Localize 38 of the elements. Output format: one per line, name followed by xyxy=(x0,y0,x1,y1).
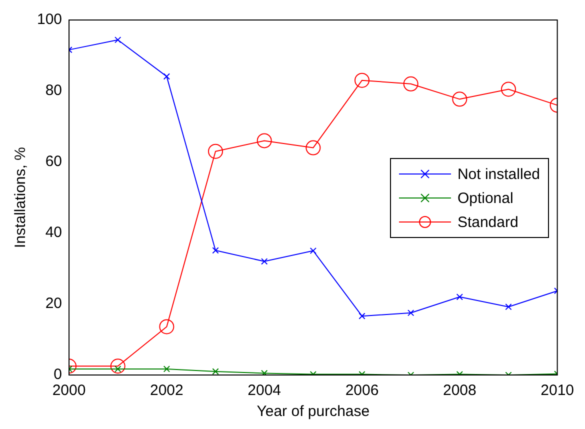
point xyxy=(456,294,463,300)
legend-label: Optional xyxy=(457,190,514,206)
point xyxy=(505,304,512,310)
x-tick-label: 2002 xyxy=(150,382,184,400)
point xyxy=(354,72,370,88)
x-tick-label: 2000 xyxy=(52,382,86,400)
point xyxy=(212,247,219,254)
point xyxy=(212,368,219,375)
y-tick-label: 80 xyxy=(45,82,62,100)
x-axis-title: Year of purchase xyxy=(256,403,370,420)
y-tick-label: 20 xyxy=(45,295,62,312)
point xyxy=(159,319,174,334)
y-tick-label: 60 xyxy=(45,153,62,170)
point xyxy=(358,312,366,320)
point xyxy=(500,82,516,97)
point xyxy=(261,258,268,265)
x-tick-label: 2006 xyxy=(345,382,379,400)
point xyxy=(310,247,316,254)
point xyxy=(163,73,170,80)
point xyxy=(163,366,170,372)
point xyxy=(114,36,122,44)
point xyxy=(452,92,468,107)
point xyxy=(306,140,321,156)
point xyxy=(110,358,126,374)
point xyxy=(261,370,268,375)
point xyxy=(256,133,272,148)
legend-label: Not installed xyxy=(457,166,540,182)
y-tick-label: 0 xyxy=(54,366,62,384)
point xyxy=(403,76,418,92)
point xyxy=(208,144,224,159)
legend-label: Standard xyxy=(457,214,518,230)
y-axis-title: Installations, % xyxy=(12,147,30,248)
x-tick-label: 2010 xyxy=(540,382,574,400)
y-tick-label: 40 xyxy=(45,224,62,242)
point xyxy=(408,310,414,316)
y-tick-label: 100 xyxy=(36,11,62,28)
x-tick-label: 2008 xyxy=(442,382,476,400)
x-tick-label: 2004 xyxy=(248,382,282,400)
